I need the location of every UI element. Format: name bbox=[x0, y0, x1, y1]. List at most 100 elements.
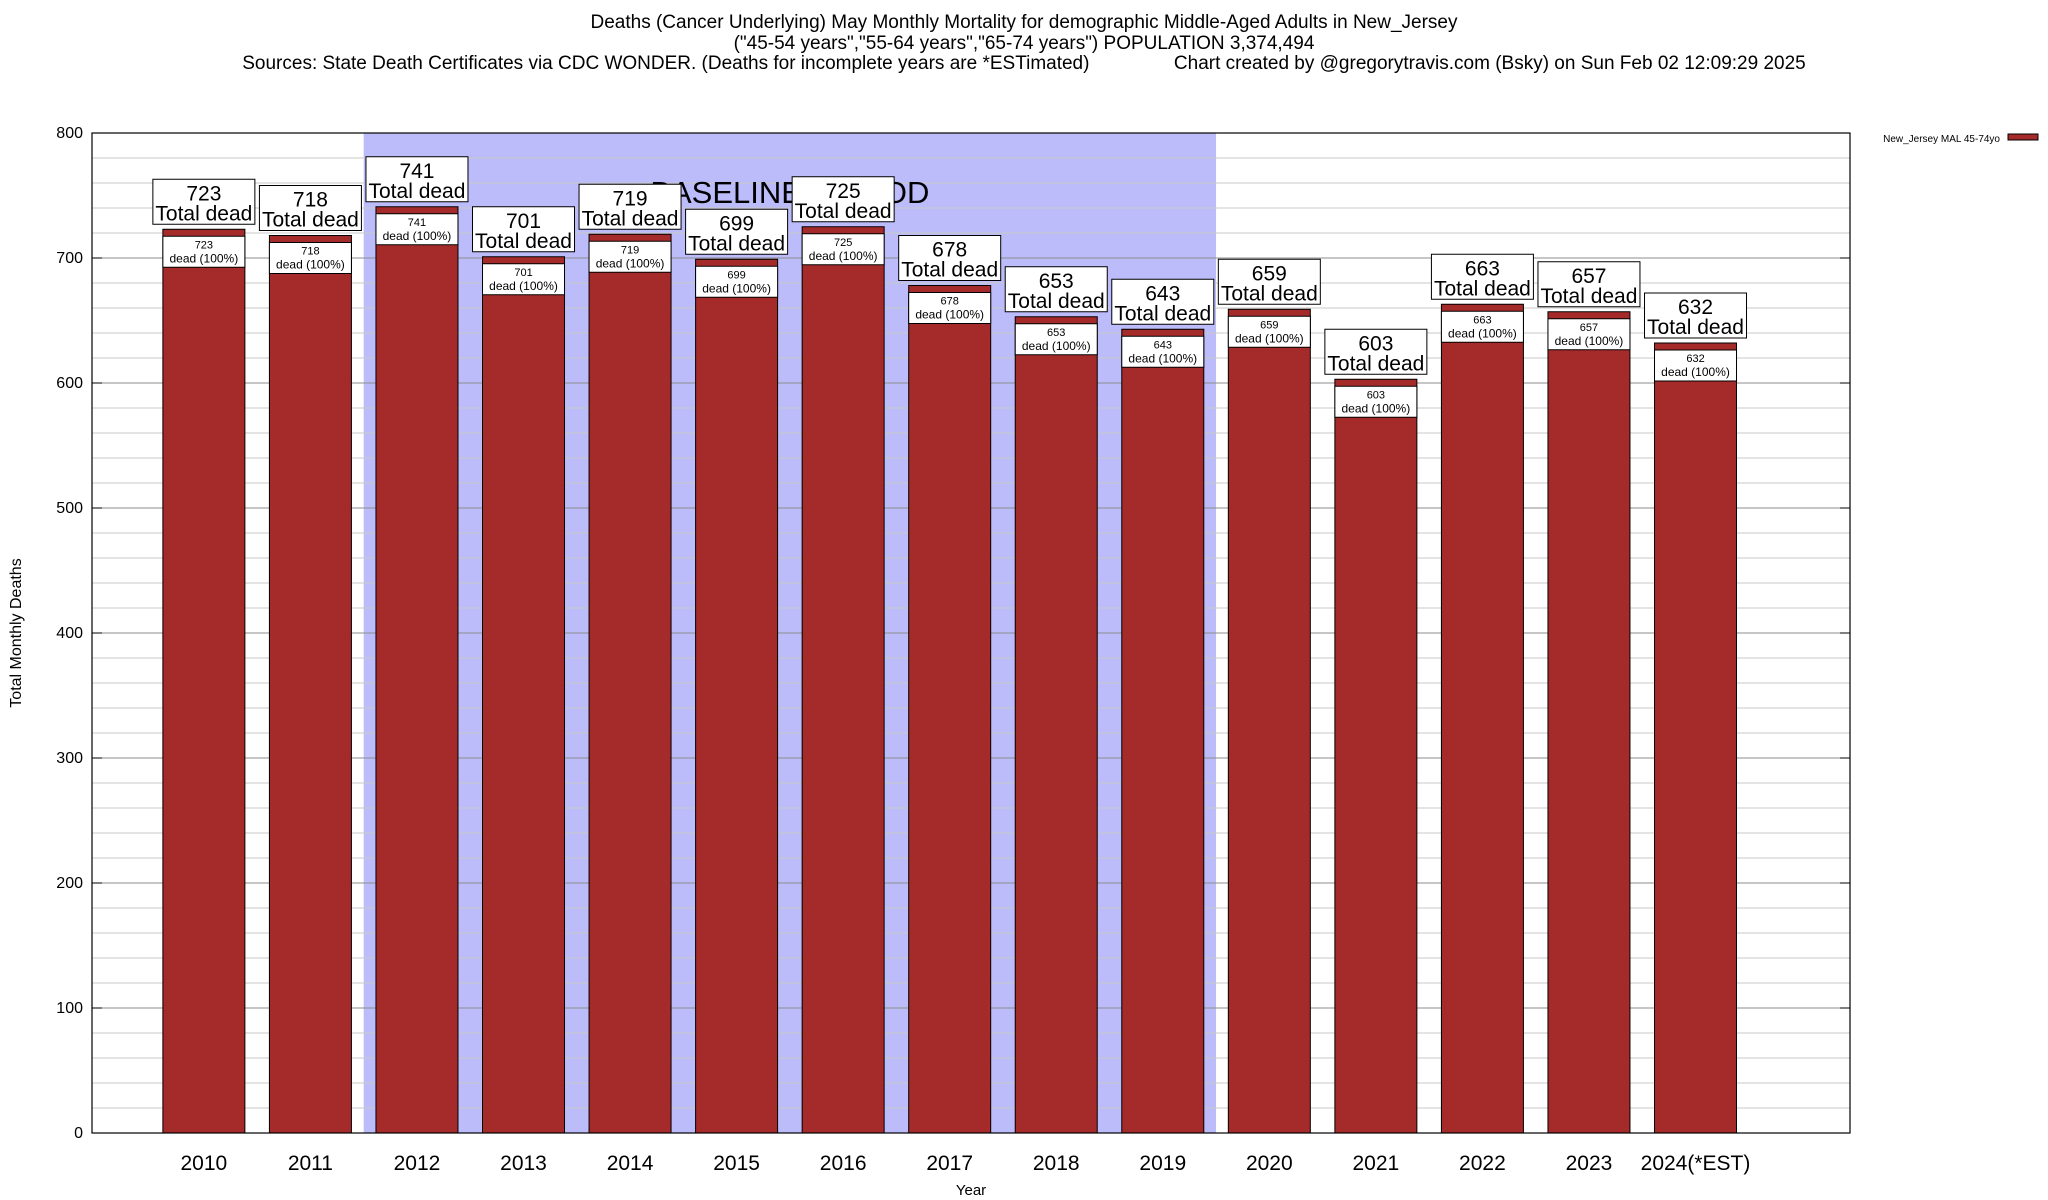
inner-percent-label: dead (100%) bbox=[1448, 326, 1517, 340]
bar bbox=[1654, 342, 1738, 1134]
y-tick-label: 0 bbox=[74, 1125, 83, 1142]
bar bbox=[695, 258, 779, 1134]
y-tick-label: 800 bbox=[56, 125, 83, 142]
inner-label-box bbox=[1121, 335, 1205, 368]
top-label-box bbox=[1430, 253, 1534, 300]
top-value-label: 699 bbox=[719, 212, 754, 235]
legend-label: New_Jersey MAL 45-74yo bbox=[1883, 134, 2000, 145]
x-tick-label: 2017 bbox=[926, 1152, 973, 1175]
inner-value-label: 632 bbox=[1686, 353, 1704, 365]
top-label-box bbox=[1644, 292, 1748, 339]
inner-value-label: 663 bbox=[1473, 314, 1491, 326]
inner-label-box bbox=[482, 263, 566, 296]
inner-label-box bbox=[908, 292, 992, 324]
inner-value-label: 741 bbox=[408, 217, 426, 229]
inner-label-box bbox=[1014, 323, 1098, 356]
top-total-label: Total dead bbox=[1008, 290, 1105, 313]
y-tick-label: 200 bbox=[56, 875, 83, 892]
inner-value-label: 719 bbox=[621, 244, 639, 256]
inner-percent-label: dead (100%) bbox=[1342, 401, 1411, 415]
top-label-box bbox=[1537, 261, 1641, 308]
bar bbox=[1334, 378, 1418, 1134]
top-value-label: 741 bbox=[399, 160, 434, 183]
x-tick-label: 2011 bbox=[288, 1152, 333, 1175]
top-label-box bbox=[472, 206, 576, 253]
inner-label-box bbox=[268, 242, 352, 274]
x-tick-label: 2022 bbox=[1459, 1152, 1506, 1175]
x-tick-label: 2014 bbox=[607, 1152, 654, 1175]
top-label-box bbox=[685, 208, 789, 255]
inner-percent-label: dead (100%) bbox=[915, 308, 984, 322]
top-value-label: 701 bbox=[506, 210, 541, 233]
inner-value-label: 657 bbox=[1580, 322, 1598, 334]
top-total-label: Total dead bbox=[901, 259, 998, 282]
top-label-box bbox=[1111, 278, 1215, 325]
top-value-label: 678 bbox=[932, 239, 967, 262]
bar bbox=[588, 233, 672, 1134]
x-tick-label: 2010 bbox=[181, 1152, 228, 1175]
inner-value-label: 723 bbox=[195, 239, 213, 251]
inner-label-box bbox=[162, 235, 246, 268]
inner-label-box bbox=[1440, 310, 1524, 343]
top-value-label: 643 bbox=[1145, 282, 1180, 305]
bar bbox=[375, 206, 459, 1134]
top-total-label: Total dead bbox=[688, 232, 785, 255]
chart-subtitle: ("45-54 years","55-64 years","65-74 year… bbox=[733, 33, 1315, 54]
inner-percent-label: dead (100%) bbox=[809, 249, 878, 263]
top-total-label: Total dead bbox=[1647, 316, 1744, 339]
top-total-label: Total dead bbox=[1327, 352, 1424, 375]
top-total-label: Total dead bbox=[582, 207, 679, 230]
y-tick-label: 100 bbox=[56, 1000, 83, 1017]
top-label-box bbox=[1217, 258, 1321, 305]
bar bbox=[908, 285, 992, 1134]
inner-value-label: 659 bbox=[1260, 319, 1278, 331]
bar bbox=[1547, 311, 1631, 1134]
bar bbox=[1014, 316, 1098, 1134]
top-label-box bbox=[258, 185, 362, 231]
inner-label-box bbox=[1654, 349, 1738, 382]
inner-percent-label: dead (100%) bbox=[276, 258, 345, 272]
y-axis-label: Total Monthly Deaths bbox=[8, 558, 25, 707]
top-label-box bbox=[898, 235, 1002, 281]
y-tick-label: 300 bbox=[56, 750, 83, 767]
top-value-label: 663 bbox=[1465, 257, 1500, 280]
inner-value-label: 718 bbox=[301, 246, 319, 258]
y-tick-label: 600 bbox=[56, 375, 83, 392]
top-total-label: Total dead bbox=[262, 209, 359, 232]
top-value-label: 718 bbox=[293, 189, 328, 212]
inner-value-label: 725 bbox=[834, 237, 852, 249]
bar bbox=[268, 235, 352, 1134]
chart-sources: Sources: State Death Certificates via CD… bbox=[242, 53, 1806, 74]
inner-percent-label: dead (100%) bbox=[489, 279, 558, 293]
x-tick-label: 2019 bbox=[1139, 1152, 1186, 1175]
y-tick-label: 700 bbox=[56, 250, 83, 267]
inner-label-box bbox=[1334, 385, 1418, 418]
y-tick-label: 500 bbox=[56, 500, 83, 517]
top-label-box bbox=[365, 156, 469, 203]
legend-swatch bbox=[2007, 133, 2039, 141]
x-tick-label: 2015 bbox=[713, 1152, 760, 1175]
top-value-label: 659 bbox=[1252, 262, 1287, 285]
inner-label-box bbox=[1547, 318, 1631, 351]
top-label-box bbox=[578, 183, 682, 230]
top-value-label: 657 bbox=[1571, 265, 1606, 288]
inner-value-label: 653 bbox=[1047, 327, 1065, 339]
inner-label-box bbox=[375, 213, 459, 246]
top-total-label: Total dead bbox=[1221, 282, 1318, 305]
inner-label-box bbox=[1227, 315, 1311, 348]
inner-percent-label: dead (100%) bbox=[1555, 334, 1624, 348]
x-tick-label: 2018 bbox=[1033, 1152, 1080, 1175]
x-tick-label: 2021 bbox=[1353, 1152, 1400, 1175]
x-axis-label: Year bbox=[956, 1182, 986, 1199]
bar bbox=[1121, 328, 1205, 1134]
inner-percent-label: dead (100%) bbox=[1235, 331, 1304, 345]
inner-value-label: 678 bbox=[941, 296, 959, 308]
inner-value-label: 699 bbox=[727, 269, 745, 281]
inner-label-box bbox=[588, 240, 672, 273]
inner-value-label: 701 bbox=[514, 267, 532, 279]
top-value-label: 723 bbox=[186, 182, 221, 205]
chart-title: Deaths (Cancer Underlying) May Monthly M… bbox=[590, 12, 1458, 33]
top-total-label: Total dead bbox=[155, 202, 252, 225]
top-total-label: Total dead bbox=[475, 230, 572, 253]
